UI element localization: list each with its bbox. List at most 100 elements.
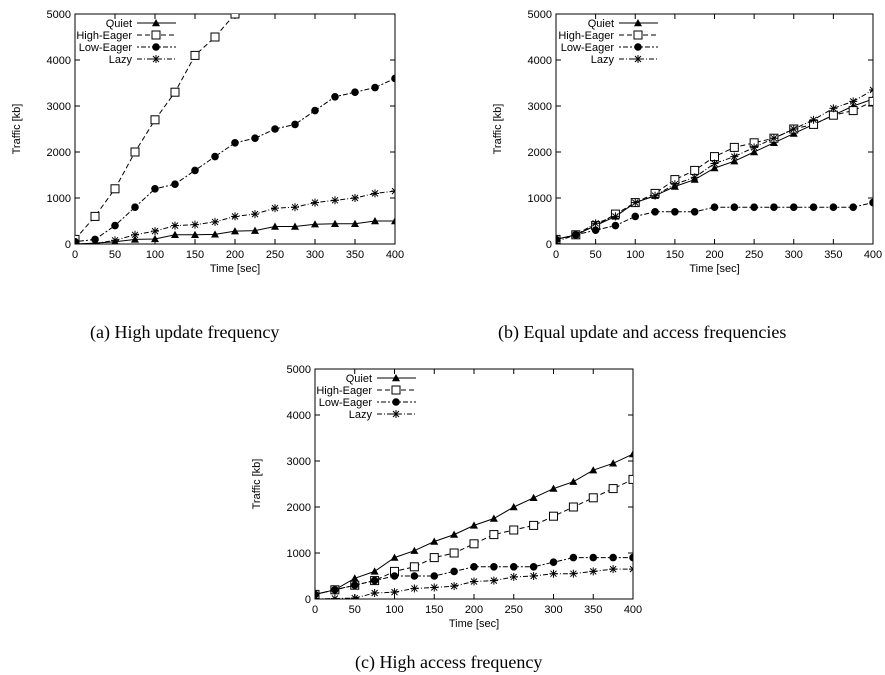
chart-2-data-point <box>370 576 379 585</box>
chart-2-data-point <box>629 565 633 574</box>
chart-0-ytick-label: 1000 <box>47 193 71 205</box>
chart-2-legend-label: Lazy <box>349 409 373 421</box>
chart-1-data-point <box>849 97 858 106</box>
chart-0-data-point <box>251 210 259 219</box>
chart-2-data-point <box>350 581 359 589</box>
chart-1-legend-label: Low-Eager <box>561 42 615 54</box>
chart-2-data-point <box>589 567 598 576</box>
chart-0-series-0 <box>75 217 395 244</box>
chart-2-data-point <box>569 477 578 485</box>
chart-2-xtick-label: 100 <box>385 604 403 616</box>
chart-2-data-point <box>529 572 538 580</box>
chart-2-data-point <box>489 514 498 522</box>
chart-2-xtick-label: 200 <box>465 604 483 616</box>
chart-2-series-1 <box>315 474 633 599</box>
chart-2-xtick-label: 250 <box>505 604 523 616</box>
chart-0-data-point <box>171 221 179 230</box>
chart-2-data-point <box>509 572 518 581</box>
chart-2-yaxis-label: Traffic [kb] <box>251 459 263 510</box>
chart-0-legend-label: High-Eager <box>76 30 132 42</box>
chart-2-data-point <box>609 553 617 562</box>
chart-0-data-point <box>371 83 379 92</box>
chart-1-data-point <box>730 203 739 211</box>
chart-0-legend-marker <box>152 19 160 27</box>
chart-1-xtick-label: 150 <box>666 249 684 261</box>
chart-2-data-point <box>588 493 598 503</box>
chart-1-data-point <box>651 191 660 200</box>
chart-1-data-point <box>848 106 858 116</box>
chart-2-legend-label: Low-Eager <box>319 397 373 409</box>
chart-0-data-point <box>150 115 160 125</box>
chart-0-data-point <box>90 211 100 221</box>
chart-2-data-point <box>568 502 578 512</box>
chart-0-data-point <box>251 134 259 142</box>
chart-2-data-point <box>629 450 633 458</box>
chart-0-data-point <box>351 194 359 202</box>
chart-2-data-point <box>370 589 379 598</box>
chart-2-data-point <box>469 539 479 549</box>
chart-0-data-point <box>131 230 139 239</box>
chart-2-legend-label: High-Eager <box>316 385 372 397</box>
chart-2-data-point <box>350 574 359 582</box>
chart-2-legend-marker <box>392 410 400 418</box>
chart-0-ytick-label: 3000 <box>47 101 71 113</box>
chart-2-series-3 <box>315 565 633 599</box>
chart-2-data-point <box>589 553 598 562</box>
chart-panel-c: 0 1000 2000 3000 4000 5000 0 50 100 150 200 250 300 3… <box>240 358 660 648</box>
chart-1-data-point <box>829 203 838 211</box>
chart-2-data-point <box>509 563 518 571</box>
chart-2-data-point <box>609 459 618 467</box>
chart-0-data-point <box>75 240 79 244</box>
chart-1-data-point <box>611 221 620 230</box>
chart-1-data-point <box>869 198 873 207</box>
chart-b-caption: (b) Equal update and access frequencies <box>498 322 787 342</box>
chart-0-data-point <box>351 88 359 96</box>
chart-b-svg: 0 1000 2000 3000 4000 5000 0 50 100 150 200 250 300 3… <box>492 9 882 275</box>
chart-1-data-point <box>828 110 838 120</box>
chart-0-data-point <box>231 139 239 147</box>
chart-2-xtick-label: 0 <box>312 604 318 616</box>
chart-1-data-point <box>750 148 759 156</box>
chart-1-data-point <box>631 212 640 221</box>
chart-1-data-point <box>710 159 719 168</box>
chart-2-data-point <box>410 572 419 580</box>
chart-0-series-1 <box>75 14 240 244</box>
chart-0-data-point <box>371 189 379 198</box>
chart-2-data-point <box>350 594 359 599</box>
chart-2-data-point <box>430 537 439 545</box>
chart-2-data-point <box>410 584 419 593</box>
chart-2-data-point <box>509 525 519 535</box>
chart-1-data-point <box>770 203 778 211</box>
chart-1-ytick-label: 4000 <box>528 55 552 67</box>
chart-2-data-point <box>409 562 419 572</box>
chart-0-data-point <box>311 198 319 207</box>
chart-2-data-point <box>529 563 538 571</box>
chart-0-xaxis-label: Time [sec] <box>210 263 260 275</box>
chart-2-data-point <box>450 567 458 576</box>
chart-0-data-point <box>170 87 180 97</box>
chart-0-data-point <box>211 230 219 238</box>
chart-1-data-point <box>729 142 739 152</box>
chart-0-ytick-label: 5000 <box>47 9 71 21</box>
chart-0-xtick-label: 400 <box>386 249 404 261</box>
chart-2-data-point <box>370 567 379 575</box>
chart-0-data-point <box>391 187 395 196</box>
chart-2-xtick-label: 50 <box>349 604 361 616</box>
chart-0-legend-label: Quiet <box>106 18 132 30</box>
chart-2-data-point <box>331 586 339 594</box>
chart-2-xtick-label: 400 <box>624 604 642 616</box>
chart-1-xtick-label: 300 <box>785 249 803 261</box>
chart-1-data-point <box>750 143 759 152</box>
chart-2-data-point <box>470 563 478 571</box>
chart-2-legend-marker <box>391 385 401 395</box>
chart-0-legend-marker <box>152 43 160 51</box>
chart-2-data-point <box>529 493 538 501</box>
chart-0-data-point <box>130 147 140 157</box>
chart-panel-a: 0 1000 2000 3000 4000 5000 0 50 100 150 200 250 300 3… <box>0 0 420 300</box>
chart-panel-b: 0 1000 2000 3000 4000 5000 0 50 100 150 200 250 300 3… <box>480 0 885 300</box>
chart-1-data-point <box>571 230 580 239</box>
chart-2-data-point <box>390 588 399 597</box>
chart-1-xaxis-label: Time [sec] <box>689 263 739 275</box>
